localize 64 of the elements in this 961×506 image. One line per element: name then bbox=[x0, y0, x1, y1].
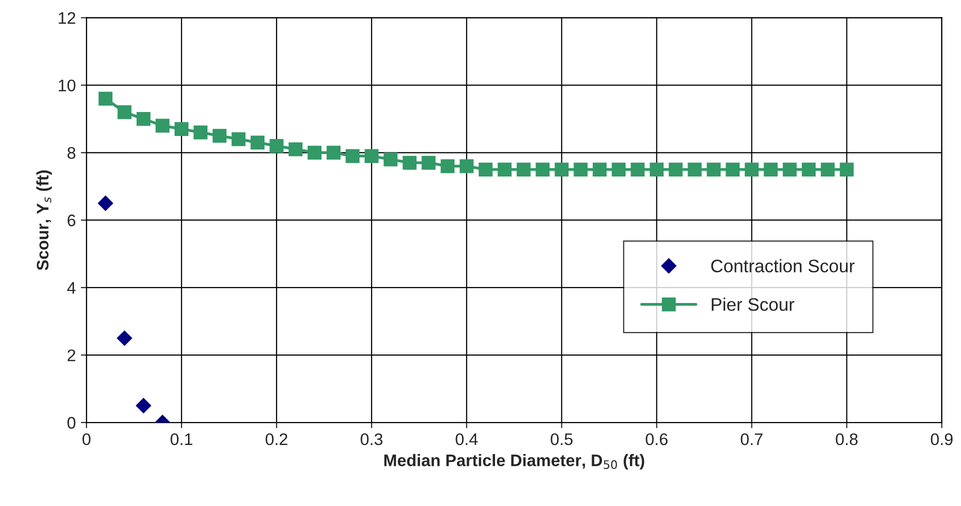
point bbox=[212, 128, 226, 143]
x-tick-label: 0.7 bbox=[740, 433, 762, 446]
point bbox=[478, 162, 493, 176]
y-tick-label: 4 bbox=[67, 282, 76, 294]
x-tick-label: 0.1 bbox=[170, 433, 192, 446]
y-tick-label: 0 bbox=[67, 416, 76, 429]
x-tick-label: 0.3 bbox=[360, 433, 382, 446]
x-tick-label: 0.9 bbox=[930, 433, 953, 446]
point bbox=[422, 156, 436, 170]
point bbox=[364, 149, 379, 163]
point bbox=[612, 162, 626, 176]
point bbox=[536, 162, 550, 176]
y-tick-label: 6 bbox=[68, 214, 76, 226]
point bbox=[706, 162, 721, 176]
point bbox=[840, 162, 854, 176]
point bbox=[308, 146, 322, 160]
point bbox=[802, 162, 816, 176]
y-axis-title: Scour, Y$_{s}$ (ft) bbox=[36, 170, 52, 270]
legend-label: Contraction Scour bbox=[711, 259, 855, 272]
point bbox=[516, 162, 531, 176]
point bbox=[688, 162, 702, 176]
point bbox=[174, 122, 188, 136]
point bbox=[668, 162, 683, 176]
point bbox=[820, 162, 835, 176]
point bbox=[116, 330, 132, 346]
x-tick-label: 0.2 bbox=[266, 433, 288, 446]
point bbox=[194, 125, 208, 140]
point bbox=[574, 162, 588, 176]
x-tick-label: 0.5 bbox=[550, 433, 573, 446]
point bbox=[498, 162, 512, 176]
point bbox=[98, 196, 114, 211]
point bbox=[440, 159, 455, 174]
point bbox=[744, 162, 759, 176]
point bbox=[782, 162, 797, 176]
point bbox=[156, 118, 170, 133]
point bbox=[98, 92, 112, 106]
point bbox=[726, 162, 740, 176]
point bbox=[118, 105, 132, 120]
x-axis-title: Median Particle Diameter, D$_{50}$ (ft) bbox=[384, 454, 644, 470]
point bbox=[384, 152, 398, 166]
x-tick-label: 0.4 bbox=[456, 433, 478, 446]
point bbox=[630, 162, 645, 176]
point bbox=[554, 162, 569, 176]
point bbox=[288, 142, 303, 156]
y-tick-label: 8 bbox=[68, 147, 76, 159]
point bbox=[592, 162, 607, 176]
point bbox=[402, 156, 417, 170]
y-tick-label: 10 bbox=[58, 80, 76, 92]
point bbox=[650, 162, 664, 176]
point bbox=[250, 136, 264, 150]
point bbox=[326, 146, 341, 160]
point bbox=[136, 112, 150, 126]
point bbox=[232, 132, 246, 146]
point bbox=[346, 149, 360, 163]
y-tick-label: 12 bbox=[58, 12, 76, 24]
point bbox=[270, 138, 284, 153]
point bbox=[460, 159, 474, 174]
x-tick-label: 0.6 bbox=[646, 433, 668, 446]
point bbox=[136, 398, 152, 414]
y-tick-label: 2 bbox=[68, 349, 76, 362]
x-tick-label: 0.8 bbox=[836, 433, 858, 446]
point bbox=[764, 162, 778, 176]
x-tick-label: 0 bbox=[82, 433, 90, 446]
legend-label: Pier Scour bbox=[712, 298, 794, 311]
